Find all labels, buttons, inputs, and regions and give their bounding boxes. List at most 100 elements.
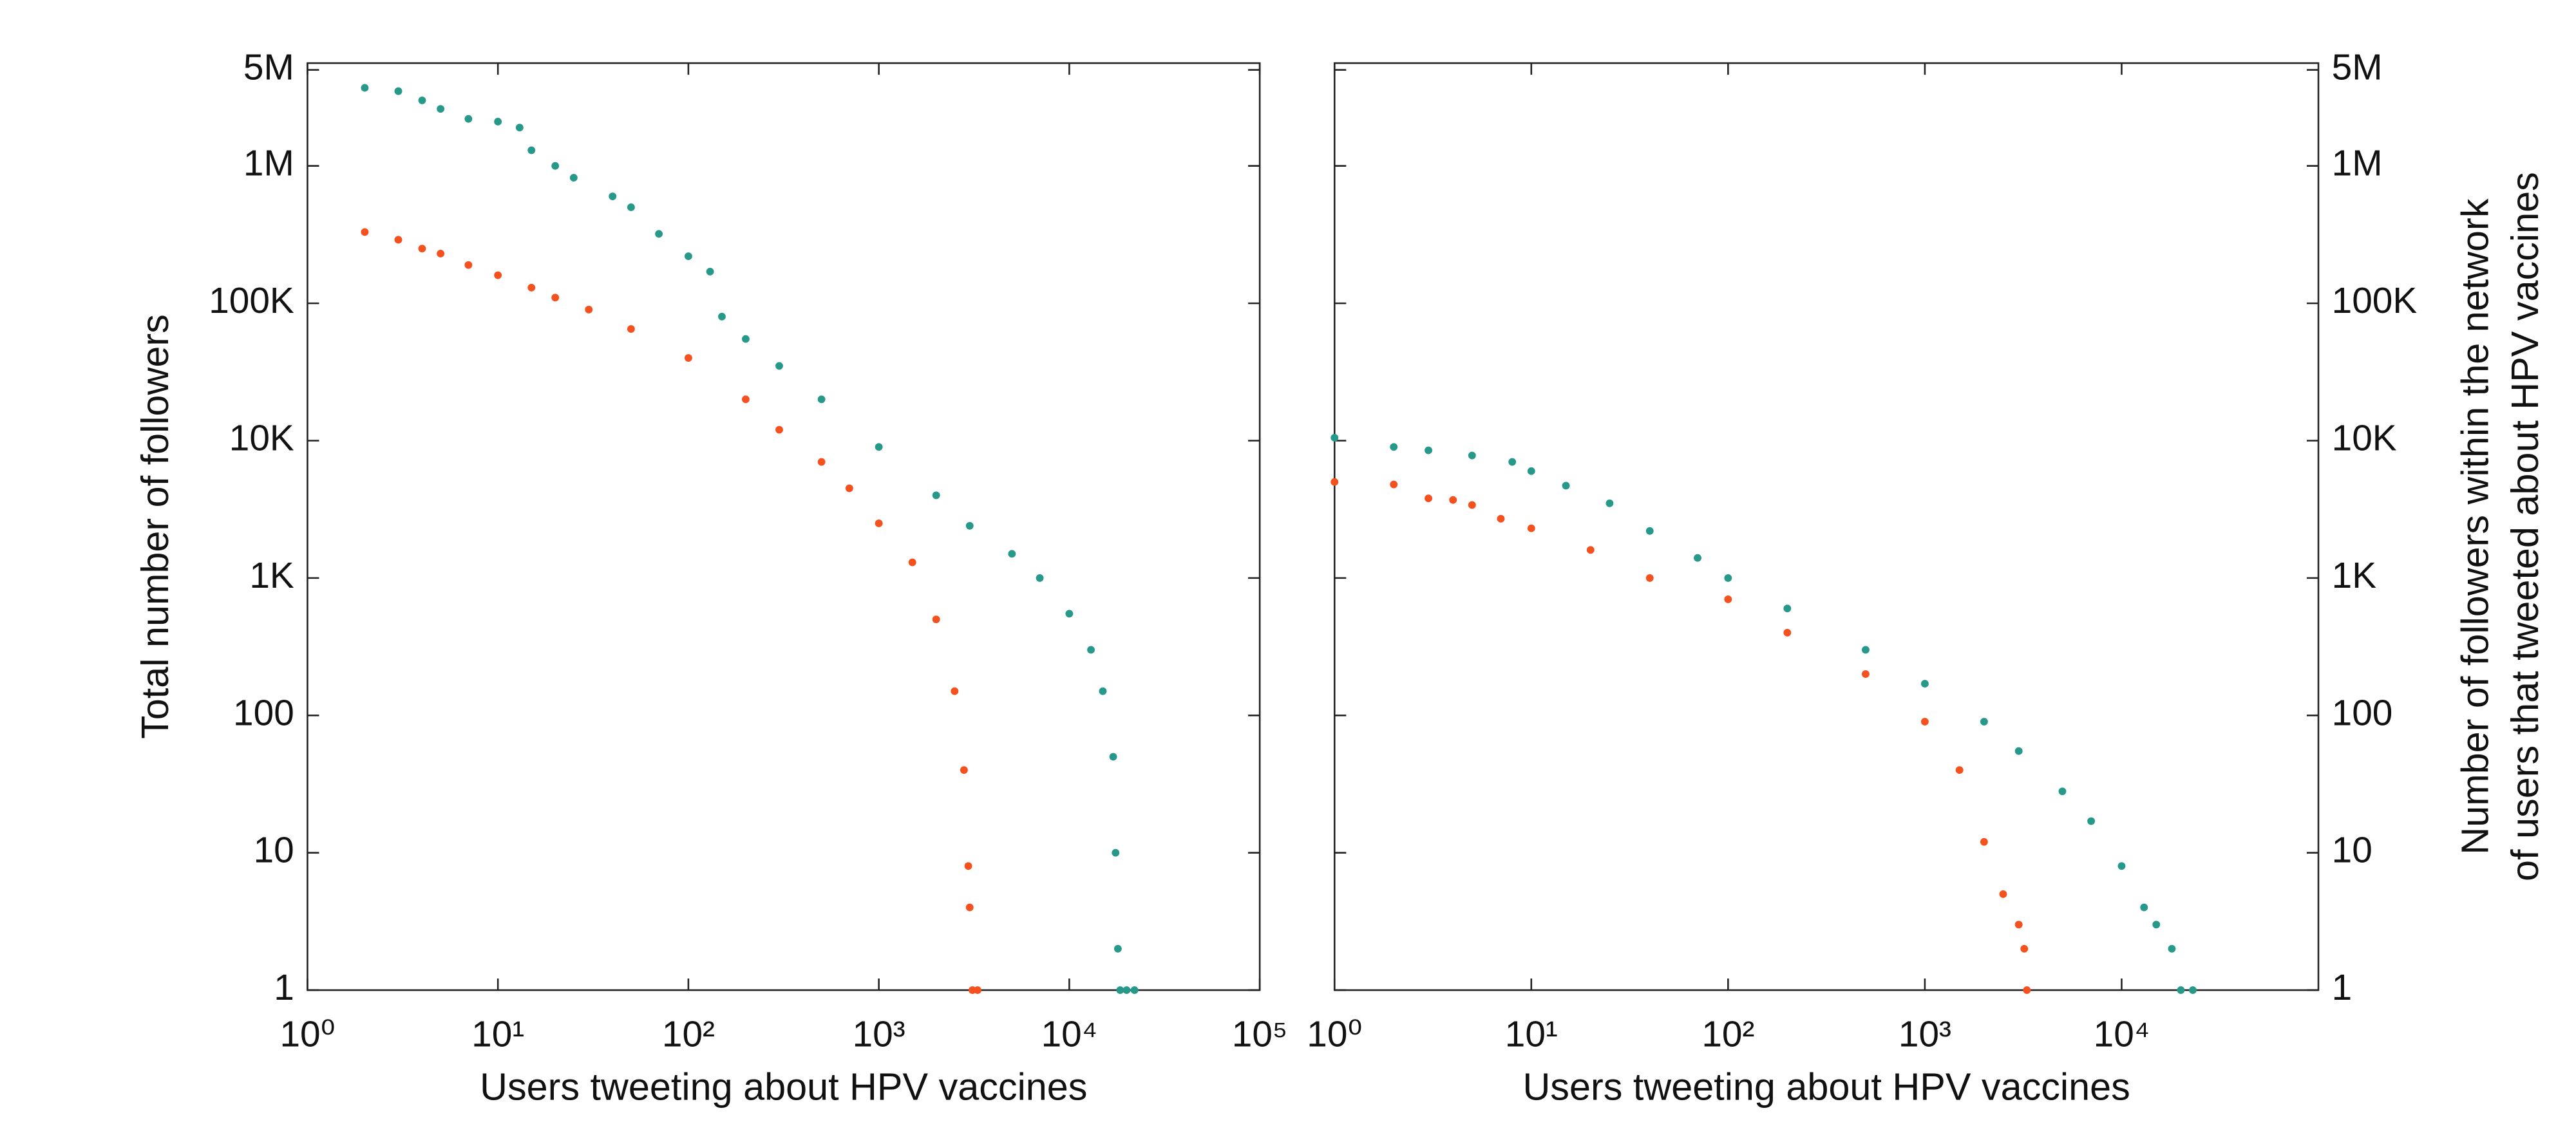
point [1861, 670, 1870, 678]
point [1645, 574, 1654, 582]
point [437, 105, 445, 113]
point [1468, 501, 1476, 509]
point [1645, 527, 1654, 535]
point [1122, 986, 1131, 994]
point [1116, 986, 1124, 994]
point [932, 615, 940, 624]
plot-frame [307, 62, 1261, 991]
y-tick-label: 100K [209, 281, 294, 321]
point [437, 249, 445, 258]
point [1449, 496, 1457, 504]
point [1999, 890, 2007, 898]
point [775, 362, 783, 370]
point [494, 271, 502, 279]
point [1036, 574, 1044, 582]
point [1724, 595, 1732, 603]
x-tick-label: 10¹ [1505, 1014, 1558, 1054]
y-tick-label: 10K [229, 418, 294, 459]
y-tick-label: 1K [249, 556, 294, 596]
x-axis-label: Users tweeting about HPV vaccines [480, 1065, 1087, 1109]
point [515, 124, 524, 132]
point [1331, 478, 1339, 486]
y-tick-label: 100 [2332, 693, 2393, 733]
point [551, 294, 560, 302]
point [1920, 718, 1929, 726]
point [845, 484, 853, 492]
point [1861, 646, 1870, 654]
point [1586, 546, 1595, 554]
y-tick-label: 1 [274, 968, 294, 1008]
point [974, 986, 981, 994]
y-tick-label: 1M [2332, 144, 2383, 184]
y-tick-label: 10K [2332, 418, 2397, 459]
x-tick-label: 10⁵ [1232, 1014, 1288, 1054]
point [1497, 514, 1505, 523]
point [2058, 787, 2067, 796]
point [684, 354, 692, 362]
x-tick-label: 10¹ [471, 1014, 524, 1054]
point [1562, 482, 1570, 490]
point [1113, 944, 1122, 953]
point [1694, 554, 1701, 562]
point [875, 443, 883, 451]
point [1955, 766, 1964, 774]
point [1008, 550, 1016, 558]
point [718, 312, 726, 321]
point [361, 228, 369, 236]
point [1920, 680, 1929, 688]
plot-frame [1333, 62, 2320, 991]
point [527, 283, 536, 292]
point [1099, 687, 1107, 695]
point [2177, 986, 2185, 994]
point [1425, 446, 1432, 454]
point [1468, 451, 1476, 460]
point [2014, 921, 2023, 929]
point [494, 118, 502, 126]
point [1783, 628, 1792, 637]
x-tick-label: 10⁰ [279, 1014, 335, 1054]
point [464, 261, 473, 269]
point [2152, 921, 2161, 929]
point [965, 903, 974, 912]
y-tick-label: 100K [2332, 281, 2418, 321]
y-tick-label: 1M [243, 144, 294, 184]
point [1508, 458, 1517, 466]
point [1390, 443, 1398, 451]
point [1783, 604, 1792, 613]
point [741, 335, 750, 343]
point [551, 162, 560, 170]
x-tick-label: 10³ [1899, 1014, 1951, 1054]
point [569, 174, 578, 182]
point [2023, 986, 2031, 994]
point [964, 862, 972, 870]
point [775, 426, 783, 434]
y-tick-label: 5M [2332, 48, 2383, 88]
point [418, 96, 426, 104]
y-axis-label: of users that tweeted about HPV vaccines [2503, 172, 2546, 881]
point [627, 325, 635, 333]
point [741, 395, 750, 404]
x-tick-label: 10⁴ [2094, 1014, 2150, 1054]
y-tick-label: 10 [2332, 830, 2372, 871]
y-tick-label: 1 [2332, 968, 2353, 1008]
point [361, 84, 369, 92]
point [2140, 903, 2148, 912]
point [394, 87, 402, 95]
point [1331, 434, 1339, 442]
point [1527, 467, 1535, 475]
point [1724, 574, 1732, 582]
point [585, 305, 593, 314]
point [1087, 646, 1095, 654]
point [464, 115, 473, 123]
point [2014, 747, 2023, 755]
point [1130, 986, 1139, 994]
point [627, 203, 635, 211]
point [1425, 494, 1432, 503]
x-tick-label: 10⁴ [1041, 1014, 1098, 1054]
point [951, 687, 959, 695]
point [960, 766, 968, 774]
point [1527, 524, 1535, 532]
point [1980, 718, 1988, 726]
